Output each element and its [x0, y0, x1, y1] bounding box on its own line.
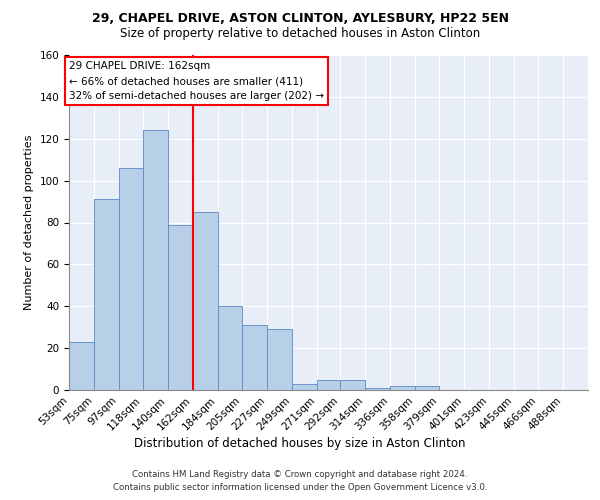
Bar — [365, 388, 391, 390]
Text: Distribution of detached houses by size in Aston Clinton: Distribution of detached houses by size … — [134, 438, 466, 450]
Bar — [143, 130, 168, 390]
Text: Size of property relative to detached houses in Aston Clinton: Size of property relative to detached ho… — [120, 28, 480, 40]
Bar — [119, 168, 143, 390]
Text: Contains HM Land Registry data © Crown copyright and database right 2024.: Contains HM Land Registry data © Crown c… — [132, 470, 468, 479]
Text: 29 CHAPEL DRIVE: 162sqm
← 66% of detached houses are smaller (411)
32% of semi-d: 29 CHAPEL DRIVE: 162sqm ← 66% of detache… — [69, 62, 324, 101]
Bar — [266, 330, 292, 390]
Bar — [193, 212, 218, 390]
Bar — [415, 386, 439, 390]
Bar — [242, 325, 266, 390]
Text: Contains public sector information licensed under the Open Government Licence v3: Contains public sector information licen… — [113, 482, 487, 492]
Bar — [69, 342, 94, 390]
Bar — [218, 306, 242, 390]
Bar — [317, 380, 340, 390]
Bar — [340, 380, 365, 390]
Bar — [292, 384, 317, 390]
Text: 29, CHAPEL DRIVE, ASTON CLINTON, AYLESBURY, HP22 5EN: 29, CHAPEL DRIVE, ASTON CLINTON, AYLESBU… — [91, 12, 509, 26]
Bar — [94, 200, 119, 390]
Y-axis label: Number of detached properties: Number of detached properties — [24, 135, 34, 310]
Bar — [391, 386, 415, 390]
Bar — [168, 224, 193, 390]
